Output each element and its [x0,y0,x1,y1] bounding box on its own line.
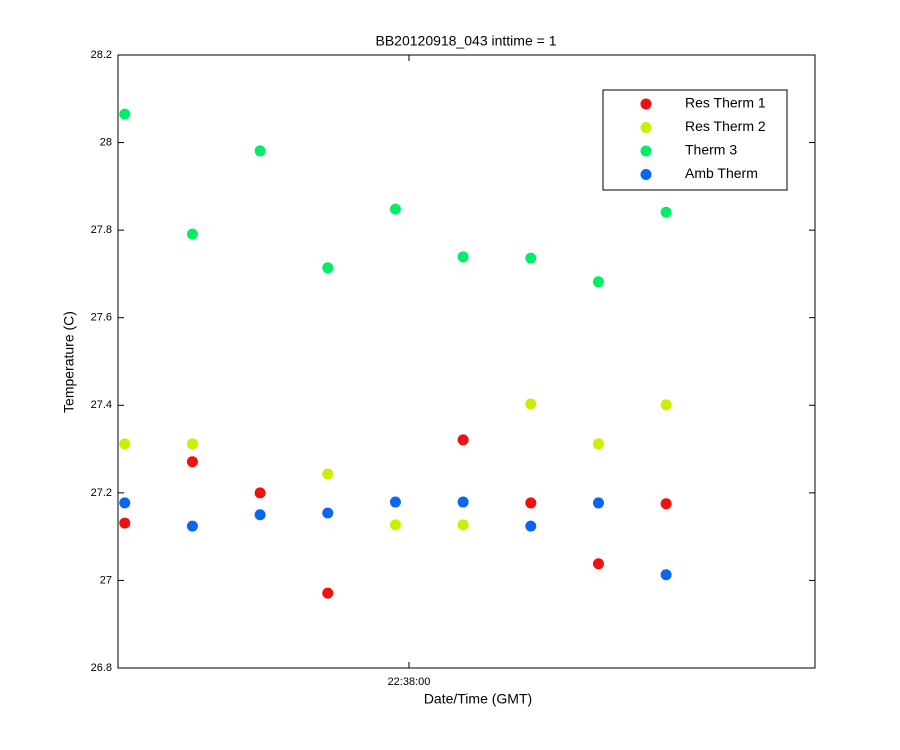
x-tick-label: 22:38:00 [388,676,431,688]
point [186,456,198,468]
y-tick-label: 27.4 [91,399,112,411]
point [322,468,334,480]
point [660,399,672,411]
legend-label: Amb Therm [685,165,758,181]
point [119,517,131,529]
y-tick-label: 27.8 [91,224,112,236]
point [592,438,604,450]
point [525,497,537,509]
point [322,507,334,519]
legend-label: Res Therm 2 [685,118,766,134]
y-tick-label: 27.6 [91,312,112,324]
legend-marker [640,169,652,180]
y-tick-label: 27.2 [91,487,112,499]
point [186,228,198,240]
point [322,262,334,274]
legend-marker [640,145,652,157]
y-tick-label: 26.8 [91,662,112,674]
point [660,206,672,218]
point [660,498,672,510]
point [254,487,266,499]
y-tick-label: 27 [100,574,112,586]
legend-label: Res Therm 1 [685,95,766,111]
legend-label: Therm 3 [685,142,737,158]
point [457,251,469,263]
chart-title: BB20120918_043 inttime = 1 [376,33,557,49]
legend-marker [640,98,652,110]
point [457,519,469,531]
point [457,496,469,508]
x-axis-label: Date/Time (GMT) [424,691,532,707]
point [119,497,131,509]
point [525,520,537,532]
y-axis-label: Temperature (C) [61,311,77,413]
point [119,438,131,450]
point [254,509,266,521]
point [389,496,401,508]
point [525,398,537,410]
point [322,587,334,599]
point [660,569,672,581]
point [592,276,604,288]
point [186,438,198,450]
point [457,434,469,446]
point [525,252,537,264]
point [389,519,401,531]
legend-marker [640,122,652,133]
point [389,203,401,215]
point [119,108,131,120]
point [186,520,198,532]
legend-box [602,89,788,191]
y-tick-label: 28 [100,136,112,148]
point [592,558,604,570]
y-tick-label: 28.2 [91,49,112,61]
point [254,145,266,157]
point [592,497,604,509]
